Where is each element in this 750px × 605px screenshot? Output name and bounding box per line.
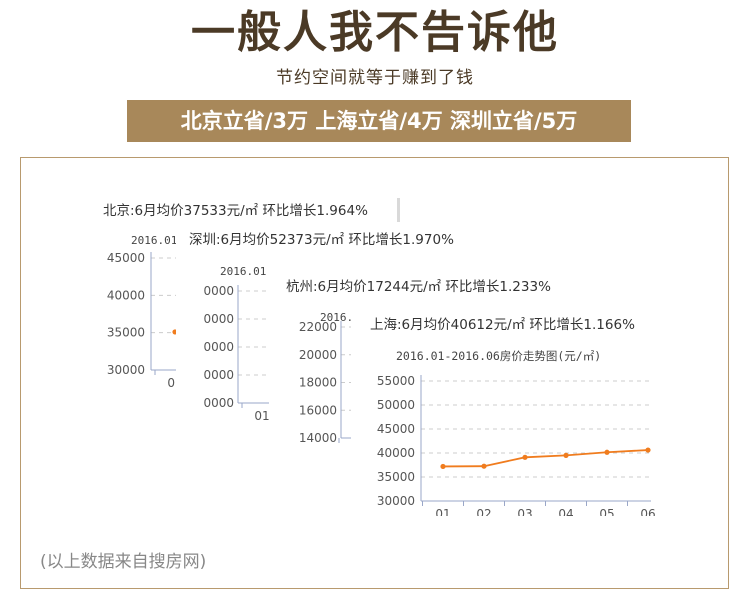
x-tick-label: 01 [254, 409, 269, 423]
headline: 一般人我不告诉他 [191, 7, 559, 58]
x-tick-label: 05 [599, 507, 614, 516]
y-tick-label: 0000 [203, 368, 234, 382]
y-tick-label: 16000 [299, 403, 337, 417]
beijing-divider [397, 198, 400, 222]
y-tick-label: 22000 [299, 320, 337, 334]
beijing-date-range: 2016.01- [131, 234, 184, 247]
subheadline: 节约空间就等于赚到了钱 [276, 68, 474, 88]
y-tick-label: 35000 [377, 470, 415, 484]
y-tick-label: 55000 [377, 374, 415, 388]
data-point [481, 463, 487, 469]
x-tick-label: 01 [435, 507, 450, 516]
charts-frame: 北京:6月均价37533元/㎡ 环比增长1.964% 2016.01- 3000… [20, 157, 729, 589]
y-tick-label: 30000 [107, 363, 145, 377]
y-tick-label: 40000 [107, 288, 145, 302]
data-point [440, 463, 446, 470]
y-tick-label: 0000 [203, 312, 234, 326]
y-tick-label: 0000 [203, 340, 234, 354]
shanghai-chart: 30000 35000 40000 45000 50000 55000 01 02 03 04 05… [377, 374, 656, 516]
data-point [563, 452, 569, 458]
shanghai-chart-title: 2016.01-2016.06房价走势图(元/㎡) [396, 349, 602, 363]
y-tick-label: 0000 [203, 396, 234, 410]
y-tick-label: 50000 [377, 398, 415, 412]
hangzhou-title: 杭州:6月均价17244元/㎡ 环比增长1.233% [286, 279, 551, 295]
shanghai-card: 上海:6月均价40612元/㎡ 环比增长1.166% 2016.01-2016.… [351, 306, 656, 516]
x-tick-label: 04 [558, 507, 573, 516]
y-tick-label: 0000 [203, 284, 234, 298]
series-line [442, 449, 649, 468]
shenzhen-chart: 0000 0000 0000 0000 0000 01 [203, 284, 274, 423]
data-source-note: (以上数据来自搜房网) [40, 552, 207, 572]
y-tick-label: 18000 [299, 376, 337, 390]
hangzhou-chart: 140001600018000200002200001 [299, 320, 354, 458]
y-tick-label: 14000 [299, 431, 337, 445]
y-tick-label: 20000 [299, 348, 337, 362]
data-point [645, 447, 651, 453]
beijing-title: 北京:6月均价37533元/㎡ 环比增长1.964% [103, 203, 368, 219]
x-tick-label: 06 [640, 507, 655, 516]
data-point [604, 449, 610, 455]
hangzhou-date-range: 2016.0 [320, 311, 360, 324]
savings-banner: 北京立省/3万 上海立省/4万 深圳立省/5万 [127, 100, 631, 142]
x-tick-label: 02 [476, 507, 491, 516]
y-tick-label: 45000 [377, 422, 415, 436]
y-tick-label: 35000 [107, 326, 145, 340]
x-tick-label: 03 [517, 507, 532, 516]
shanghai-title: 上海:6月均价40612元/㎡ 环比增长1.166% [370, 317, 635, 333]
data-point [522, 454, 528, 460]
y-tick-label: 40000 [377, 446, 415, 460]
shenzhen-title: 深圳:6月均价52373元/㎡ 环比增长1.970% [189, 232, 454, 248]
y-tick-label: 45000 [107, 251, 145, 265]
shenzhen-date-range: 2016.01 [220, 265, 267, 278]
y-tick-label: 30000 [377, 494, 415, 508]
